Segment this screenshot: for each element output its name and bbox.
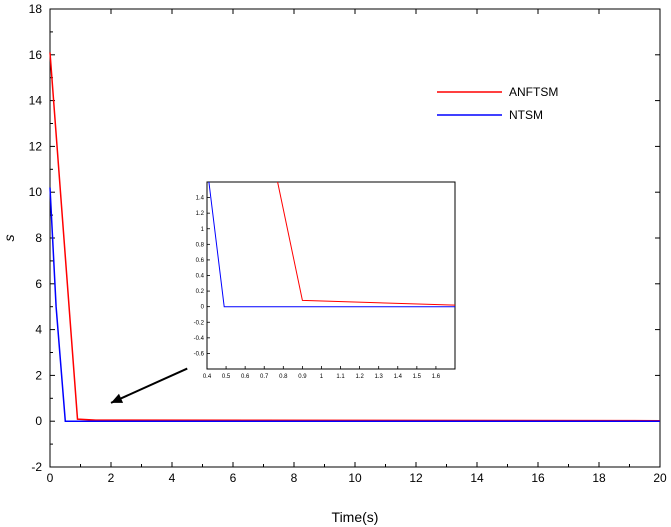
arrow-head (111, 393, 124, 403)
main-series (49, 52, 661, 422)
x-tick-label: 0 (47, 471, 54, 485)
x-tick-label: 16 (531, 471, 545, 485)
x-tick-label: 14 (470, 471, 484, 485)
x-tick-label: 12 (409, 471, 423, 485)
inset-y-tick-label: 0.4 (196, 274, 205, 280)
inset-x-tick-label: 0.7 (260, 374, 269, 380)
series-line-ntsm (49, 187, 660, 422)
inset-x-tick-label: 0.9 (298, 374, 307, 380)
inset-x-tick-label: 1.6 (432, 374, 441, 380)
inset-y-tick-label: 0 (201, 305, 205, 311)
y-tick-label: 14 (29, 94, 43, 108)
y-tick-label: -2 (31, 460, 42, 474)
inset-y-tick-label: 0.2 (196, 289, 205, 295)
x-tick-label: 6 (230, 471, 237, 485)
inset-y-tick-label: -0.4 (194, 336, 205, 342)
inset-x-tick-label: 0.6 (241, 374, 250, 380)
y-tick-label: 0 (35, 414, 42, 428)
inset-x-tick-label: 0.8 (279, 374, 288, 380)
x-tick-label: 2 (108, 471, 115, 485)
arrow-shaft (110, 367, 188, 404)
y-tick-label: 8 (35, 231, 42, 245)
y-tick-label: 12 (29, 139, 43, 153)
inset-x-tick-label: 1 (320, 374, 324, 380)
inset-x-tick-label: 1.3 (375, 374, 384, 380)
y-tick-label: 16 (29, 48, 43, 62)
legend-label-anftsm: ANFTSM (509, 85, 558, 99)
legend-label-ntsm: NTSM (509, 108, 543, 122)
x-tick-label: 18 (592, 471, 606, 485)
x-tick-label: 20 (653, 471, 667, 485)
x-tick-label: 8 (291, 471, 298, 485)
inset-y-tick-label: -0.2 (194, 320, 205, 326)
inset-x-tick-label: 1.5 (413, 374, 422, 380)
inset-series-line-anftsm (277, 181, 456, 306)
inset-y-tick-label: 1.4 (196, 196, 205, 202)
inset-frame (206, 181, 456, 370)
y-tick-label: 18 (29, 2, 43, 16)
legend: ANFTSM NTSM (437, 85, 558, 122)
inset-x-tick-label: 1.2 (355, 374, 364, 380)
x-tick-label: 10 (348, 471, 362, 485)
inset-x-tick-label: 0.4 (203, 374, 212, 380)
y-tick-label: 10 (29, 185, 43, 199)
inset-x-tick-label: 0.5 (222, 374, 231, 380)
y-tick-label: 6 (35, 277, 42, 291)
inset-x-tick-label: 1.1 (336, 374, 345, 380)
inset-y-tick-label: 0.8 (196, 242, 205, 248)
inset-plot: 0.4 0.5 0.6 0.7 0.8 0.9 1 1.1 1.2 1.3 1.4 1.5 1.6 -0.… (194, 181, 456, 380)
y-tick-label: 4 (35, 323, 42, 337)
inset-series-line-ntsm (208, 181, 455, 308)
x-tick-label: 4 (169, 471, 176, 485)
x-axis-label: Time(s) (332, 509, 379, 525)
inset-y-tick-label: 1 (201, 227, 205, 233)
y-tick-label: 2 (35, 368, 42, 382)
inset-y-tick-label: -0.6 (194, 351, 205, 357)
inset-x-tick-label: 1.4 (394, 374, 403, 380)
inset-y-tick-label: 0.6 (196, 258, 205, 264)
annotation-arrow (110, 367, 188, 404)
inset-y-tick-label: 1.2 (196, 211, 205, 217)
series-line-anftsm (49, 52, 661, 422)
y-axis-label: s (1, 235, 17, 242)
